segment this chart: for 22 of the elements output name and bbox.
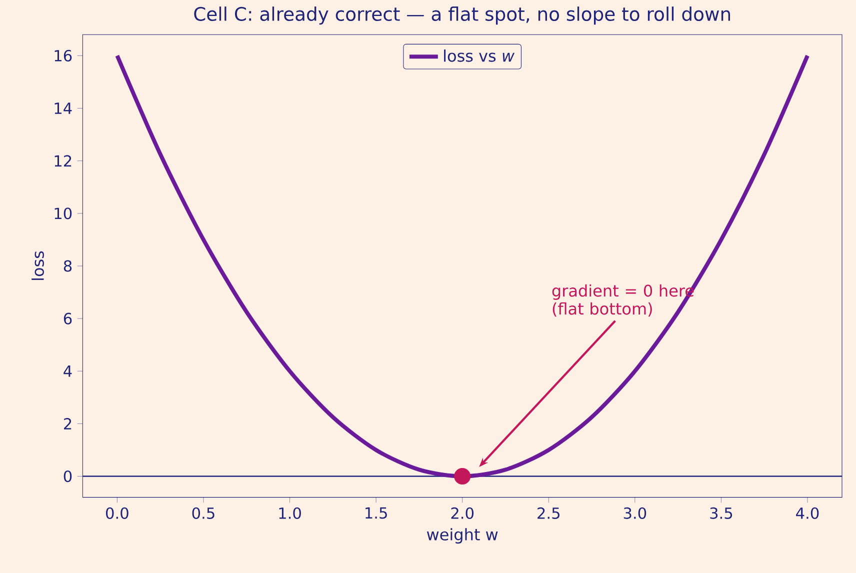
y-tick-label: 14 bbox=[54, 102, 72, 114]
y-axis-title: loss bbox=[32, 251, 44, 280]
x-tick-label: 2.5 bbox=[538, 507, 560, 519]
y-tick-label: 0 bbox=[64, 470, 72, 482]
y-tick-label: 2 bbox=[64, 418, 72, 430]
x-tick-label: 4.0 bbox=[796, 507, 819, 519]
y-tick-label: 6 bbox=[64, 312, 72, 324]
x-tick-label: 2.0 bbox=[451, 507, 474, 519]
x-tick-label: 3.0 bbox=[624, 507, 646, 519]
x-tick-label: 1.5 bbox=[366, 507, 387, 519]
y-tick-label: 10 bbox=[54, 208, 72, 220]
x-axis-title: weight w bbox=[426, 528, 498, 544]
x-tick-label: 0.5 bbox=[192, 507, 214, 519]
y-tick-label: 16 bbox=[54, 50, 72, 62]
x-tick-label: 3.5 bbox=[710, 507, 732, 519]
y-tick-label: 4 bbox=[64, 366, 72, 377]
chart-title: Cell C: already correct — a flat spot, no slope to roll down bbox=[194, 6, 730, 25]
y-tick-label: 8 bbox=[64, 260, 72, 272]
x-tick-label: 0.0 bbox=[106, 507, 128, 519]
y-tick-label: 12 bbox=[54, 155, 72, 167]
x-tick-label: 1.0 bbox=[279, 507, 301, 519]
legend-label: loss vs w bbox=[444, 50, 515, 62]
